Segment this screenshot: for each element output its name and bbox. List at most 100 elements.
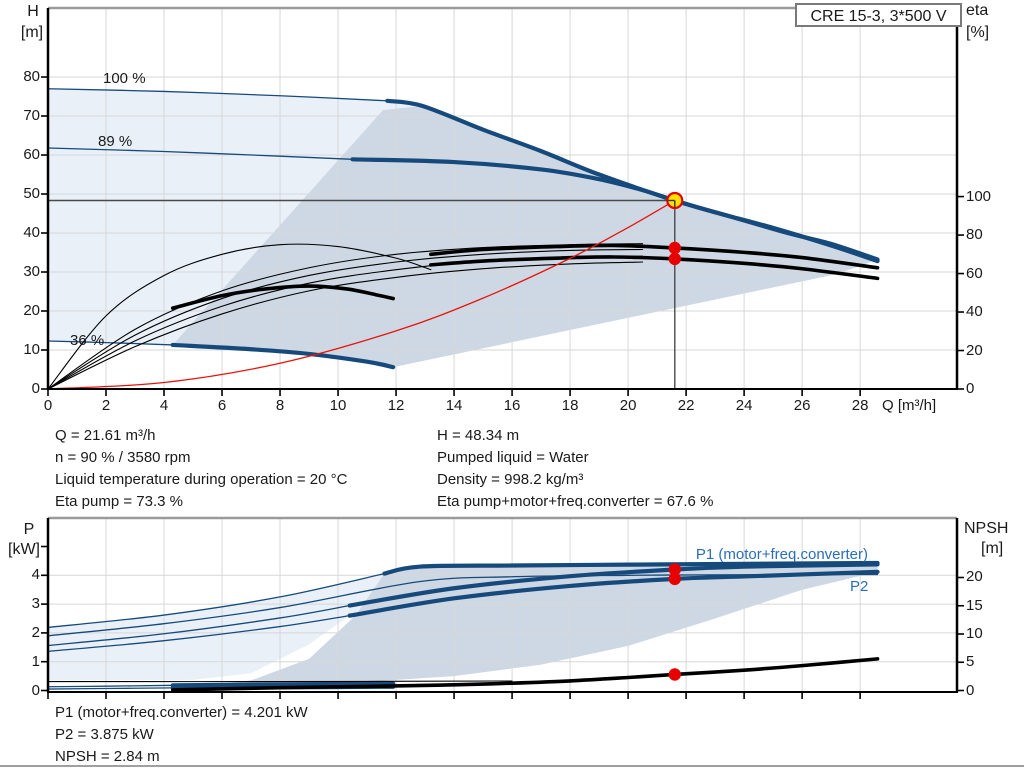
eta-pump-thick-curve xyxy=(429,243,880,270)
bottom-y2-tick-label: 20 xyxy=(966,568,983,586)
eta-thin-2-curve xyxy=(47,248,644,390)
npsh-thick-curve xyxy=(170,657,880,692)
duty-point-dot xyxy=(668,241,681,255)
result-text-bottom: P1 (motor+freq.converter) = 4.201 kW P2 … xyxy=(55,702,308,768)
eta-reduced-thick-curve xyxy=(170,284,395,310)
result-text-left: Q = 21.61 m³/h n = 90 % / 3580 rpm Liqui… xyxy=(55,425,347,513)
top-y-axis-title: H xyxy=(27,3,39,20)
bottom-chart xyxy=(41,516,964,699)
duty-range-dark-region xyxy=(172,105,878,368)
bottom-y-tick-label: 4 xyxy=(31,566,40,584)
bottom-y-tick-label: 2 xyxy=(31,623,40,641)
bottom-y2-tick-label: 0 xyxy=(966,681,975,699)
result-h: H = 48.34 m xyxy=(437,427,520,444)
top-x-tick-label: 14 xyxy=(445,397,463,414)
p2-89-thin-curve xyxy=(47,614,351,652)
result-liquid: Pumped liquid = Water xyxy=(437,449,589,466)
eta-thin-4-curve xyxy=(47,261,644,390)
top-y-tick-label: 50 xyxy=(23,185,40,202)
top-x-tick-label: 6 xyxy=(217,397,227,414)
npsh-flat-thin-curve xyxy=(47,680,513,683)
result-eta-total: Eta pump+motor+freq.converter = 67.6 % xyxy=(437,493,714,510)
top-y-tick-label: 40 xyxy=(23,224,40,241)
top-y2-tick-label: 80 xyxy=(966,226,983,244)
result-text-right: H = 48.34 m Pumped liquid = Water Densit… xyxy=(437,425,713,513)
top-y-tick-label: 70 xyxy=(23,107,40,125)
system-curve-curve xyxy=(47,199,676,390)
top-y-tick-label: 20 xyxy=(23,302,40,319)
power-pale-region xyxy=(48,562,878,681)
top-y2-tick-label: 60 xyxy=(966,264,983,282)
bottom-y2-axis-title: NPSH xyxy=(964,520,1009,537)
top-x-tick-label: 4 xyxy=(159,397,169,414)
bottom-y-tick-label: 0 xyxy=(31,681,40,699)
duty-point-dot xyxy=(668,572,681,586)
operating-point-marker[interactable] xyxy=(666,191,684,210)
bottom-y-axis-unit: [kW] xyxy=(8,541,40,558)
top-y-tick-label: 80 xyxy=(23,68,40,86)
bottom-y2-tick-label: 15 xyxy=(966,596,983,614)
result-q: Q = 21.61 m³/h xyxy=(55,427,156,444)
p1-max-thick-curve xyxy=(382,560,880,576)
curve-label-36pct: 36 % xyxy=(70,332,105,349)
top-x-tick-label: 22 xyxy=(677,397,695,414)
top-x-tick-label: 10 xyxy=(329,397,347,414)
top-x-tick-label: 28 xyxy=(851,397,869,414)
top-x-tick-label: 26 xyxy=(793,397,811,414)
top-y-tick-label: 60 xyxy=(23,146,40,164)
p-36-thick-1-curve xyxy=(170,681,396,688)
bottom-y-axis-title: P xyxy=(23,521,35,538)
duty-point-dot xyxy=(668,563,681,576)
speed-36-thin-curve xyxy=(47,340,174,346)
top-y-axis-unit: [m] xyxy=(20,24,44,41)
bottom-y2-tick-label: 5 xyxy=(966,653,975,671)
speed-36-thick-curve xyxy=(170,342,396,370)
top-x-tick-label: 16 xyxy=(503,397,521,414)
top-x-tick-label: 0 xyxy=(43,397,53,414)
pump-model-box: CRE 15-3, 3*500 V xyxy=(795,3,962,27)
top-y-tick-label: 10 xyxy=(23,341,40,358)
top-y2-axis-title: eta xyxy=(966,2,989,19)
top-x-tick-label: 8 xyxy=(275,397,285,414)
curve-label-89pct: 89 % xyxy=(98,133,133,150)
p2-90-thick-curve xyxy=(347,569,880,618)
eta-arch-thin-curve xyxy=(47,243,432,390)
top-x-tick-label: 24 xyxy=(735,397,753,414)
p1-90-thick-curve xyxy=(347,562,880,608)
result-npsh: NPSH = 2.84 m xyxy=(55,748,160,765)
p1-89-thin-curve xyxy=(47,604,351,647)
top-x-tick-label: 18 xyxy=(561,397,579,414)
result-density: Density = 998.2 kg/m³ xyxy=(437,471,584,488)
result-temp: Liquid temperature during operation = 20… xyxy=(55,471,348,488)
result-p1: P1 (motor+freq.converter) = 4.201 kW xyxy=(55,704,308,721)
p-36-thin-2-curve xyxy=(47,687,174,690)
duty-point-dot xyxy=(668,668,681,681)
duty-point-dot xyxy=(668,252,681,266)
result-p2: P2 = 3.875 kW xyxy=(55,726,154,743)
eta-total-thick-curve xyxy=(429,255,880,281)
bottom-y-tick-label: 3 xyxy=(31,595,40,613)
top-y2-tick-label: 100 xyxy=(966,187,992,205)
top-x-tick-label: 12 xyxy=(387,397,405,414)
speed-90-duty-curve xyxy=(350,157,880,264)
top-y-tick-label: 30 xyxy=(23,263,40,280)
top-y-tick-label: 0 xyxy=(31,380,40,397)
top-y2-axis-unit: [%] xyxy=(966,24,990,41)
top-y2-tick-label: 40 xyxy=(966,303,983,321)
p1-100-thin-curve xyxy=(47,572,386,629)
top-chart xyxy=(41,6,964,396)
top-x-tick-label: 2 xyxy=(101,397,111,414)
bottom-y-tick-label: 1 xyxy=(31,652,40,670)
top-x-tick-label: 20 xyxy=(619,397,637,414)
result-eta-pump: Eta pump = 73.3 % xyxy=(55,493,183,510)
curve-label-p1: P1 (motor+freq.converter) xyxy=(695,546,868,563)
speed-100-thin-curve xyxy=(47,88,389,102)
curve-label-100pct: 100 % xyxy=(103,70,146,87)
top-y2-tick-label: 20 xyxy=(966,341,983,359)
speed-89-thin-curve xyxy=(47,147,354,160)
power-dark-region xyxy=(193,562,878,688)
top-y2-tick-label: 0 xyxy=(966,380,975,397)
top-x-axis-title: Q [m³/h] xyxy=(882,397,937,414)
